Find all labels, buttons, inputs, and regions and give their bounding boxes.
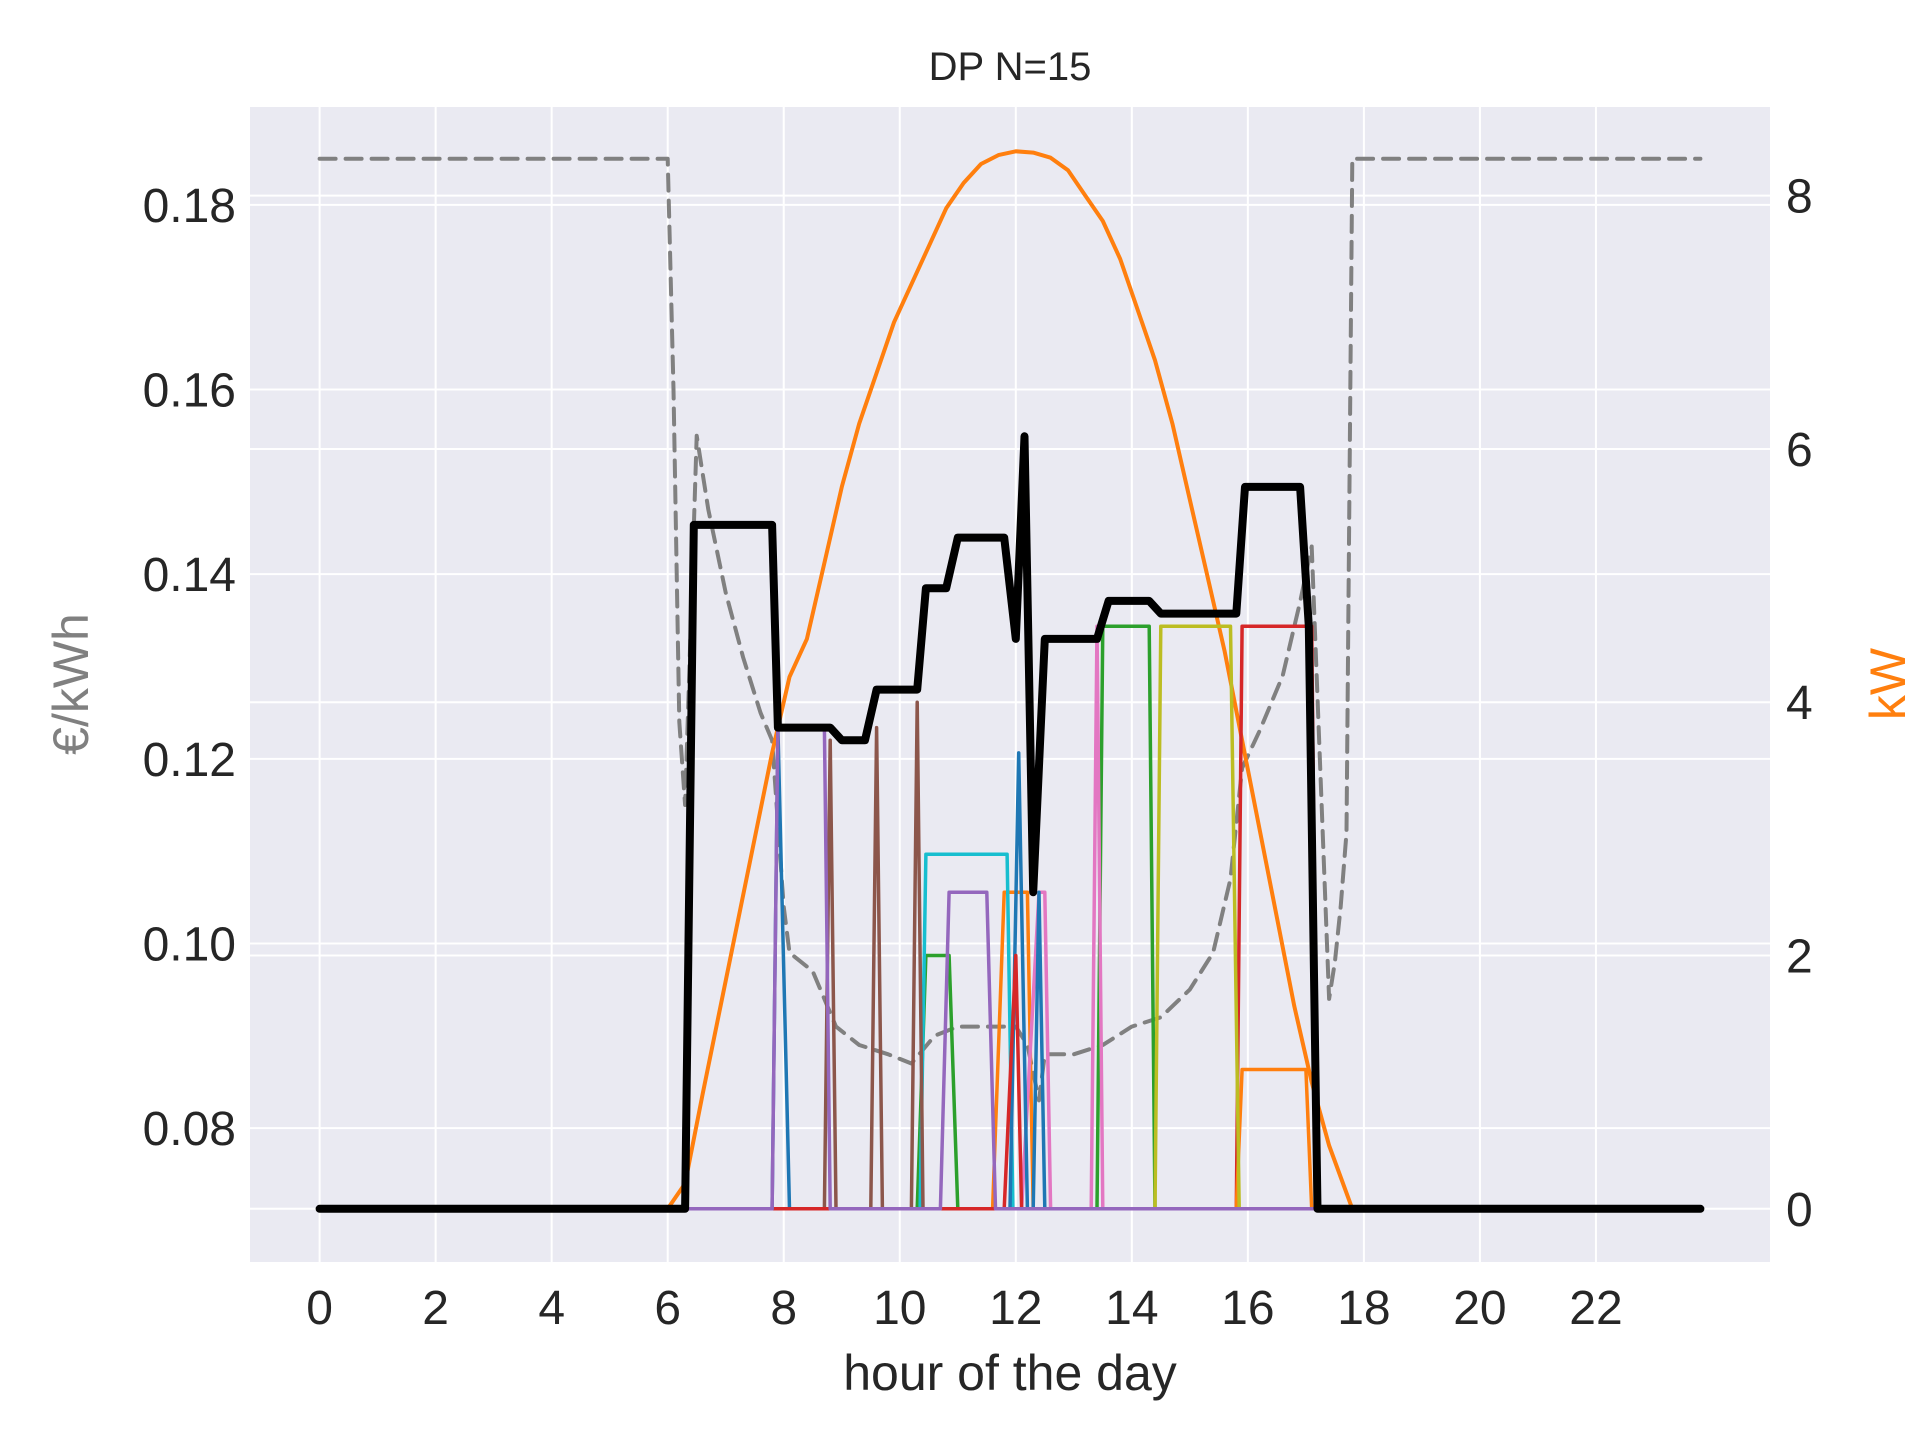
- x-tick-label: 0: [306, 1282, 333, 1335]
- series-layer: [315, 149, 1705, 1213]
- y-left-tick-label: 0.10: [143, 918, 236, 971]
- x-tick-label: 8: [770, 1282, 797, 1335]
- x-tick-label: 4: [538, 1282, 565, 1335]
- y-axis-label-right: kW: [1860, 647, 1916, 720]
- x-axis-label: hour of the day: [843, 1345, 1177, 1401]
- y-left-tick-label: 0.16: [143, 365, 236, 418]
- x-tick-label: 14: [1105, 1282, 1158, 1335]
- series-line: [822, 700, 925, 1211]
- series-line: [315, 432, 1705, 1213]
- x-tick-label: 6: [654, 1282, 681, 1335]
- x-tick-label: 22: [1569, 1282, 1622, 1335]
- x-tick-label: 18: [1337, 1282, 1390, 1335]
- y-right-tick-label: 8: [1786, 171, 1813, 224]
- y-right-tick-label: 4: [1786, 677, 1813, 730]
- y-left-tick-label: 0.12: [143, 734, 236, 787]
- series-line: [918, 852, 1015, 1211]
- x-tick-label: 10: [873, 1282, 926, 1335]
- x-tick-label: 16: [1221, 1282, 1274, 1335]
- series-line: [317, 725, 1326, 1211]
- x-tick-label: 2: [422, 1282, 449, 1335]
- x-tick-label: 12: [989, 1282, 1042, 1335]
- y-left-tick-label: 0.08: [143, 1103, 236, 1156]
- y-left-tick-label: 0.18: [143, 180, 236, 233]
- x-tick-label: 20: [1453, 1282, 1506, 1335]
- tick-labels: 0 2 4 6 8 10 12 14 16 18 20 220.080.100.120.140.160…: [143, 171, 1813, 1335]
- chart-title: DP N=15: [929, 45, 1092, 89]
- series-line: [1153, 624, 1241, 1211]
- y-axis-label-left: €/kWh: [43, 613, 99, 755]
- series-line: [317, 149, 1703, 1211]
- y-right-tick-label: 6: [1786, 424, 1813, 477]
- series-line: [770, 725, 1047, 1211]
- y-right-tick-label: 2: [1786, 931, 1813, 984]
- y-left-tick-label: 0.14: [143, 549, 236, 602]
- y-right-tick-label: 0: [1786, 1184, 1813, 1237]
